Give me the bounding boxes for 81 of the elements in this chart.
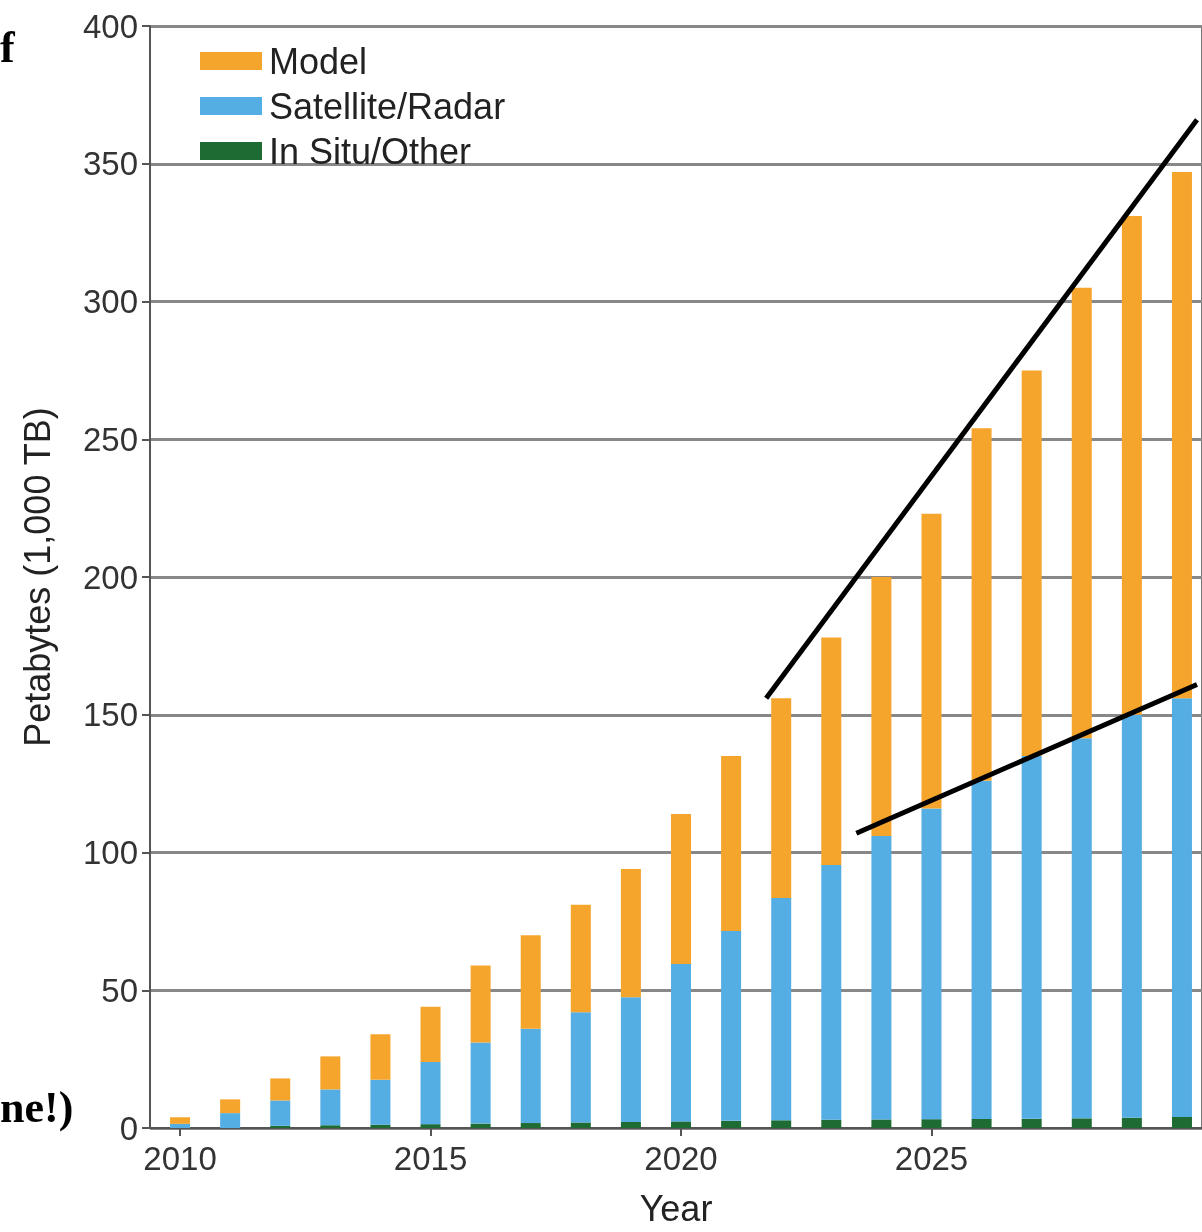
bar <box>370 1079 391 1125</box>
bar <box>470 1123 491 1128</box>
bar <box>220 1113 241 1128</box>
bar <box>1121 216 1142 715</box>
bar <box>570 1012 591 1123</box>
x-tick-label: 2015 <box>393 1140 468 1177</box>
legend-label: Satellite/Radar <box>269 85 506 127</box>
y-tick-label: 250 <box>82 420 138 458</box>
y-tick-label: 350 <box>82 145 138 183</box>
x-tick-label: 2025 <box>894 1140 969 1177</box>
bar <box>470 1042 491 1124</box>
bar <box>771 1120 792 1128</box>
bar <box>921 1119 942 1128</box>
bar <box>721 931 742 1121</box>
bar <box>921 808 942 1120</box>
bar <box>1171 1116 1192 1128</box>
x-tick-label: 2020 <box>644 1140 718 1177</box>
bar <box>1071 1118 1092 1128</box>
bar <box>871 835 892 1120</box>
bar <box>620 997 641 1122</box>
bar <box>320 1089 341 1126</box>
bar <box>470 965 491 1043</box>
y-tick-label: 100 <box>82 834 138 871</box>
y-tick-label: 400 <box>82 7 138 45</box>
bar <box>671 813 692 965</box>
bar <box>771 897 792 1121</box>
y-tick-label: 200 <box>82 558 138 596</box>
bar <box>370 1124 391 1128</box>
bar <box>971 1118 992 1128</box>
bar <box>971 428 992 781</box>
bar <box>1021 1118 1042 1128</box>
bar <box>520 1028 541 1124</box>
bar <box>1121 714 1142 1118</box>
bar <box>320 1125 341 1128</box>
bar <box>821 637 842 865</box>
bar <box>1071 738 1092 1119</box>
bar <box>871 1119 892 1128</box>
y-tick-label: 0 <box>119 1109 138 1147</box>
x-tick-label: 2010 <box>143 1140 217 1177</box>
legend-label: In Situ/Other <box>269 130 472 172</box>
bar <box>871 577 892 836</box>
bar <box>420 1124 441 1128</box>
bar <box>420 1006 441 1062</box>
bar <box>620 869 641 998</box>
bar <box>270 1125 291 1128</box>
bar <box>270 1100 291 1126</box>
bar <box>620 1121 641 1128</box>
bar <box>570 1122 591 1128</box>
bar <box>170 1117 191 1124</box>
bar <box>570 904 591 1013</box>
bar <box>1121 1117 1142 1128</box>
bar <box>170 1123 191 1128</box>
bar <box>671 1121 692 1128</box>
bar <box>721 756 742 932</box>
bar <box>671 964 692 1122</box>
bar <box>1171 172 1192 699</box>
y-tick-label: 50 <box>101 971 138 1009</box>
bar <box>520 1123 541 1128</box>
y-axis-title: Petabytes (1,000 TB) <box>16 407 58 747</box>
y-tick-label: 300 <box>82 283 138 320</box>
bar <box>1021 756 1042 1119</box>
bar <box>1071 287 1092 739</box>
bar <box>921 513 942 809</box>
bar <box>420 1061 441 1125</box>
bar <box>721 1120 742 1128</box>
bar <box>270 1078 291 1101</box>
bar <box>520 935 541 1029</box>
text: f <box>0 22 16 72</box>
bar <box>821 864 842 1120</box>
bar <box>320 1056 341 1090</box>
bar <box>370 1034 391 1080</box>
legend-label: Model <box>269 40 368 82</box>
x-axis-title: Year <box>639 1187 713 1229</box>
bar <box>821 1119 842 1128</box>
bar <box>1021 370 1042 757</box>
bar <box>971 780 992 1119</box>
bar <box>220 1099 241 1114</box>
text: ne!) <box>0 1082 74 1132</box>
bar <box>771 698 792 898</box>
y-tick-label: 150 <box>82 696 138 734</box>
bar <box>1171 698 1192 1117</box>
